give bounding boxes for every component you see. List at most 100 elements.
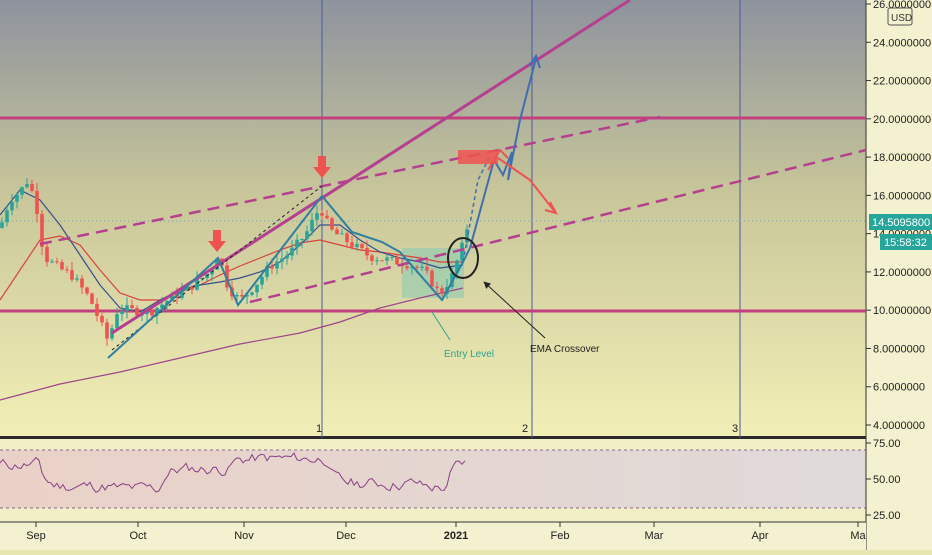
candle-body	[85, 287, 89, 294]
candle-body	[255, 284, 259, 293]
candle-body	[355, 243, 359, 248]
candle-body	[280, 258, 284, 262]
current-price-label: 14.5095800	[872, 217, 930, 229]
time-tick-label: Oct	[129, 530, 146, 542]
wave-label-2: 2	[522, 423, 528, 435]
candle-body	[130, 305, 134, 309]
candle-body	[370, 255, 374, 261]
rsi-tick-label: 75.00	[873, 438, 901, 450]
candle-body	[120, 311, 124, 315]
candle-body	[425, 266, 429, 271]
candle-body	[20, 187, 24, 195]
wave-label-1: 1	[316, 423, 322, 435]
candle-body	[430, 270, 434, 287]
candle-body	[275, 261, 279, 269]
candle-body	[285, 255, 289, 259]
candle-body	[35, 190, 39, 215]
candle-body	[435, 286, 439, 289]
countdown-label: 15:58:32	[884, 237, 927, 249]
crossover-label: EMA Crossover	[530, 344, 600, 355]
candle-body	[440, 288, 444, 294]
candle-body	[25, 184, 29, 188]
price-tick-label: 24.0000000	[873, 37, 931, 49]
projection-up-red	[487, 148, 509, 171]
price-tick-label: 26.0000000	[873, 0, 931, 11]
candle-body	[410, 266, 414, 269]
currency-badge[interactable]	[887, 7, 913, 26]
price-tick-label: 10.0000000	[873, 305, 931, 317]
candle-body	[60, 262, 64, 270]
candle-body	[200, 278, 204, 280]
candle-body	[245, 294, 249, 297]
correction-arrowhead	[544, 201, 559, 215]
candle-body	[135, 308, 139, 316]
price-tick-label: 20.0000000	[873, 114, 931, 126]
time-tick-label: Apr	[751, 530, 768, 542]
rsi-tick-label: 25.00	[873, 510, 901, 522]
candle-body	[65, 269, 69, 271]
candle-body	[330, 218, 334, 230]
candle-body	[395, 256, 399, 265]
trendline-dashed-upper	[39, 115, 661, 246]
trendline-dashed-lower	[249, 148, 867, 304]
time-tick-label: Mar	[645, 530, 664, 542]
price-tick-label: 8.0000000	[873, 343, 925, 355]
price-tick-label: 4.0000000	[873, 420, 925, 432]
candle-body	[160, 304, 164, 308]
price-tick-label: 18.0000000	[873, 152, 931, 164]
candle-body	[0, 222, 4, 228]
candle-body	[240, 294, 244, 297]
price-tick-label: 16.0000000	[873, 190, 931, 202]
time-ticks: Sep Oct Nov Dec 2021 Feb Mar Apr Ma	[26, 522, 867, 542]
rsi-line	[0, 452, 466, 493]
candle-body	[420, 266, 424, 268]
price-axis-bg	[866, 0, 932, 550]
candle-body	[50, 261, 54, 263]
candle-body	[30, 184, 34, 191]
elliott-wave	[107, 194, 471, 359]
candle-body	[75, 278, 79, 280]
candle-body	[405, 266, 409, 269]
candle-body	[345, 233, 349, 243]
candle-body	[15, 194, 19, 202]
candle-body	[225, 265, 229, 288]
pane-separator	[0, 436, 866, 439]
candle-body	[310, 219, 314, 232]
sell-arrow-2	[313, 156, 331, 178]
candle-body	[185, 285, 189, 291]
target-box	[458, 150, 498, 164]
candles	[0, 178, 469, 346]
candle-body	[375, 260, 379, 262]
candle-body	[385, 257, 389, 261]
rsi-band	[0, 450, 866, 508]
candle-body	[90, 293, 94, 304]
candle-body	[110, 328, 114, 339]
rsi-ticks: 75.00 50.00 25.00	[866, 438, 901, 522]
time-tick-label: Sep	[26, 530, 46, 542]
candle-body	[460, 242, 464, 261]
candle-body	[415, 266, 419, 268]
candle-body	[350, 242, 354, 248]
candle-body	[105, 322, 109, 339]
price-pane-bg	[0, 0, 866, 438]
candle-body	[170, 293, 174, 302]
ema-20	[0, 189, 464, 313]
candle-body	[300, 238, 304, 240]
price-tick-label: 22.0000000	[873, 76, 931, 88]
candle-body	[315, 213, 319, 220]
candle-body	[260, 276, 264, 285]
price-tick-label: 6.0000000	[873, 382, 925, 394]
candle-body	[80, 278, 84, 288]
candle-body	[295, 239, 299, 248]
candle-body	[190, 285, 194, 290]
time-tick-label: Dec	[336, 530, 356, 542]
currency-label: USD	[891, 13, 912, 24]
candle-body	[320, 213, 324, 216]
candle-body	[55, 261, 59, 263]
candle-body	[115, 314, 119, 329]
candle-body	[10, 201, 14, 211]
candle-body	[365, 248, 369, 256]
candle-body	[5, 210, 9, 223]
